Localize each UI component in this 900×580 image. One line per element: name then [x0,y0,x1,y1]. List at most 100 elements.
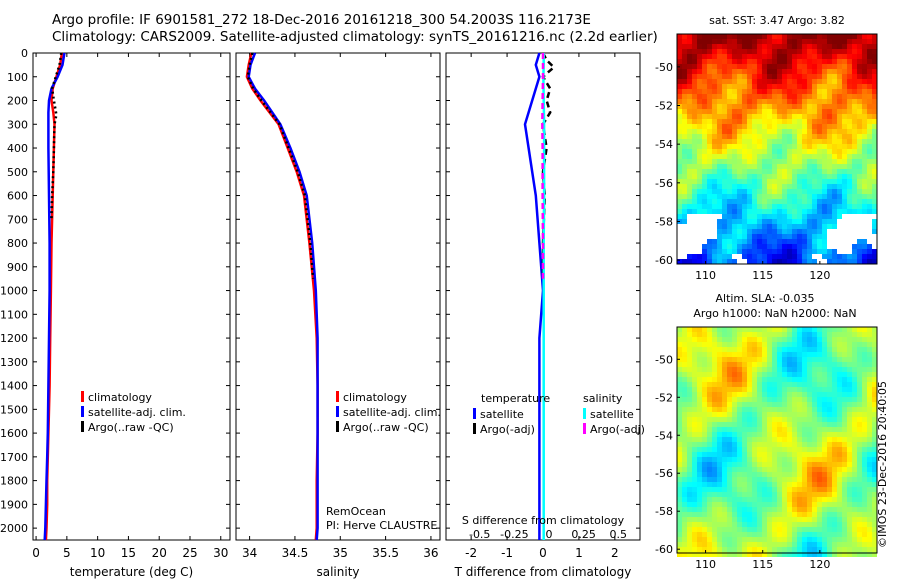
map-cell [847,194,852,199]
map-cell [857,452,862,457]
map-cell [722,34,727,39]
map-cell [847,204,852,209]
map-cell [847,427,852,432]
map-cell [762,477,767,482]
map-cell [772,169,777,174]
map-cell [792,502,797,507]
lat-tick-label: -56 [655,467,673,480]
map-cell [822,392,827,397]
map-cell [817,507,822,512]
map-cell [797,239,802,244]
map-cell [852,407,857,412]
map-cell [862,327,867,332]
map-cell [722,457,727,462]
map-cell [872,407,877,412]
x-tick-label: 15 [121,546,136,560]
map-cell [677,427,682,432]
map-cell [807,327,812,332]
x-tick-label: 25 [182,546,197,560]
map-cell [777,362,782,367]
legend-label: satellite [480,408,524,421]
map-cell [867,34,872,39]
map-cell [777,337,782,342]
map-cell [842,189,847,194]
map-cell [797,377,802,382]
map-cell [852,387,857,392]
map-cell [712,432,717,437]
map-cell [807,39,812,44]
map-cell [687,422,692,427]
map-cell [752,119,757,124]
map-cell [777,54,782,59]
map-cell [797,114,802,119]
map-cell [747,497,752,502]
map-cell [842,487,847,492]
map-cell [842,357,847,362]
map-cell [867,372,872,377]
map-cell [752,139,757,144]
map-cell [737,119,742,124]
map-cell [757,327,762,332]
map-cell [842,512,847,517]
map-cell [732,367,737,372]
map-cell [727,377,732,382]
map-cell [867,362,872,367]
map-cell [697,367,702,372]
map-cell [757,442,762,447]
map-cell [727,259,732,264]
map-cell [752,54,757,59]
map-cell [697,352,702,357]
map-cell [802,352,807,357]
map-cell [852,457,857,462]
map-cell [867,204,872,209]
map-cell [812,169,817,174]
map-cell [757,39,762,44]
map-cell [722,432,727,437]
map-cell [867,184,872,189]
map-cell [837,507,842,512]
lat-tick-label: -50 [655,61,673,74]
map-cell [842,159,847,164]
map-cell [692,39,697,44]
map-cell [742,34,747,39]
map-cell [832,164,837,169]
map-cell [732,522,737,527]
map-cell [797,472,802,477]
map-cell [847,432,852,437]
map-cell [727,84,732,89]
map-cell [827,332,832,337]
map-cell [707,204,712,209]
map-cell [832,189,837,194]
map-cell [697,119,702,124]
map-cell [827,467,832,472]
map-cell [857,79,862,84]
map-cell [677,552,682,557]
map-cell [812,259,817,264]
x-tick-label: 34.5 [282,546,309,560]
map-cell [797,442,802,447]
map-cell [682,457,687,462]
map-cell [827,537,832,542]
map-cell [737,332,742,337]
map-cell [702,109,707,114]
map-cell [742,332,747,337]
map-cell [827,407,832,412]
map-cell [777,357,782,362]
map-cell [702,114,707,119]
map-cell [792,452,797,457]
map-cell [797,44,802,49]
map-cell [687,194,692,199]
map-cell [742,209,747,214]
map-cell [692,89,697,94]
map-cell [697,99,702,104]
map-cell [832,362,837,367]
map-cell [857,537,862,542]
map-cell [707,164,712,169]
map-cell [817,144,822,149]
y-tick-label: 600 [7,190,28,203]
map-cell [812,209,817,214]
map-cell [862,367,867,372]
map-cell [772,244,777,249]
map-cell [772,547,777,552]
map-cell [757,352,762,357]
